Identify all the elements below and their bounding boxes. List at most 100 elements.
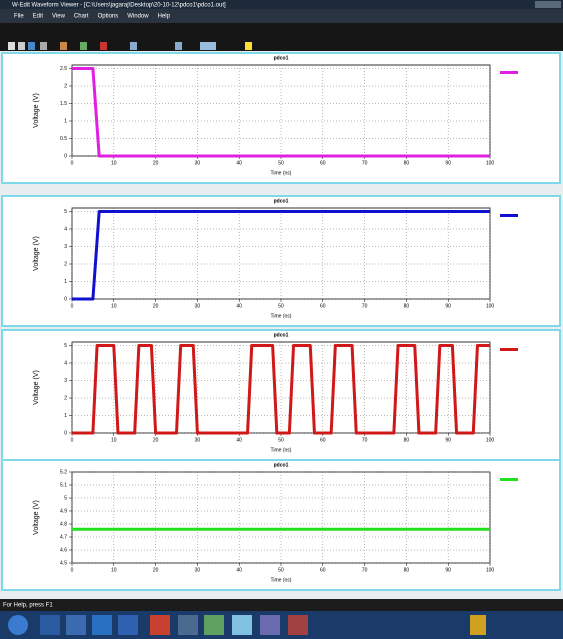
taskbar-icons[interactable] bbox=[8, 615, 486, 635]
x-tick-label: 80 bbox=[404, 160, 410, 166]
x-tick-label: 40 bbox=[236, 437, 242, 443]
x-tick-label: 50 bbox=[278, 303, 284, 309]
x-tick-label: 10 bbox=[111, 303, 117, 309]
x-tick-label: 20 bbox=[153, 567, 159, 573]
status-bar bbox=[0, 599, 563, 611]
chart-title: pdco1 bbox=[274, 462, 289, 468]
legend-swatch bbox=[500, 214, 518, 217]
x-tick-label: 70 bbox=[362, 567, 368, 573]
y-tick-label: 4.7 bbox=[60, 534, 67, 540]
x-axis-label: Time (ns) bbox=[271, 577, 292, 583]
x-tick-label: 10 bbox=[111, 437, 117, 443]
y-tick-label: 5 bbox=[64, 209, 67, 215]
y-tick-label: 4.8 bbox=[60, 521, 67, 527]
x-tick-label: 60 bbox=[320, 437, 326, 443]
x-tick-label: 10 bbox=[111, 160, 117, 166]
chart-title: pdco1 bbox=[274, 332, 289, 338]
toolbar bbox=[0, 23, 563, 51]
x-tick-label: 90 bbox=[445, 567, 451, 573]
x-tick-label: 30 bbox=[195, 160, 201, 166]
x-tick-label: 70 bbox=[362, 303, 368, 309]
x-tick-label: 30 bbox=[195, 567, 201, 573]
x-axis-label: Time (ns) bbox=[271, 170, 292, 176]
y-tick-label: 4.9 bbox=[60, 508, 67, 514]
x-tick-label: 100 bbox=[486, 160, 495, 166]
y-tick-label: 1 bbox=[64, 413, 67, 419]
menu-item[interactable]: File bbox=[14, 14, 24, 20]
x-tick-label: 50 bbox=[278, 567, 284, 573]
x-tick-label: 80 bbox=[404, 567, 410, 573]
y-axis-label: Voltage (V) bbox=[33, 500, 40, 535]
chart-title: pdco1 bbox=[274, 198, 289, 204]
y-tick-label: 0 bbox=[64, 296, 67, 302]
x-axis-label: Time (ns) bbox=[271, 313, 292, 319]
menu-item[interactable]: Window bbox=[127, 14, 149, 20]
menu-item[interactable]: Options bbox=[98, 14, 119, 20]
x-tick-label: 70 bbox=[362, 437, 368, 443]
window-controls[interactable] bbox=[535, 1, 561, 8]
x-tick-label: 70 bbox=[362, 160, 368, 166]
x-tick-label: 90 bbox=[445, 437, 451, 443]
x-tick-label: 20 bbox=[153, 160, 159, 166]
title-bar bbox=[0, 0, 563, 9]
y-tick-label: 2 bbox=[64, 261, 67, 267]
y-tick-label: 0 bbox=[64, 430, 67, 436]
y-tick-label: 5 bbox=[64, 495, 67, 501]
window-title: W-Edit Waveform Viewer - [C:\Users\jagar… bbox=[12, 3, 226, 9]
y-tick-label: 4.5 bbox=[60, 560, 67, 566]
legend-swatch bbox=[500, 348, 518, 351]
y-tick-label: 4 bbox=[64, 360, 67, 366]
x-tick-label: 60 bbox=[320, 160, 326, 166]
x-tick-label: 90 bbox=[445, 303, 451, 309]
x-tick-label: 0 bbox=[71, 437, 74, 443]
waveform bbox=[72, 344, 490, 435]
waveform bbox=[72, 67, 490, 158]
legend-swatch bbox=[500, 71, 518, 74]
legend-swatch bbox=[500, 478, 518, 481]
y-tick-label: 0 bbox=[64, 153, 67, 159]
y-tick-label: 2.5 bbox=[60, 66, 67, 72]
y-tick-label: 2 bbox=[64, 395, 67, 401]
x-tick-label: 0 bbox=[71, 567, 74, 573]
x-tick-label: 30 bbox=[195, 437, 201, 443]
chart-title: pdco1 bbox=[274, 55, 289, 61]
y-tick-label: 1 bbox=[64, 279, 67, 285]
y-tick-label: 0.5 bbox=[60, 136, 67, 142]
x-tick-label: 40 bbox=[236, 567, 242, 573]
y-tick-label: 3 bbox=[64, 244, 67, 250]
x-tick-label: 60 bbox=[320, 303, 326, 309]
y-tick-label: 4.6 bbox=[60, 547, 67, 553]
y-axis-label: Voltage (V) bbox=[33, 370, 40, 405]
x-tick-label: 20 bbox=[153, 437, 159, 443]
x-tick-label: 100 bbox=[486, 567, 495, 573]
menu-item[interactable]: View bbox=[52, 14, 66, 20]
x-tick-label: 40 bbox=[236, 160, 242, 166]
y-tick-label: 2 bbox=[64, 83, 67, 89]
status-text: For Help, press F1 bbox=[3, 603, 53, 609]
x-tick-label: 60 bbox=[320, 567, 326, 573]
waveform bbox=[72, 210, 490, 301]
menu-item[interactable]: Chart bbox=[74, 14, 89, 20]
x-tick-label: 0 bbox=[71, 303, 74, 309]
x-tick-label: 50 bbox=[278, 437, 284, 443]
x-tick-label: 0 bbox=[71, 160, 74, 166]
y-tick-label: 5.2 bbox=[60, 469, 67, 475]
x-tick-label: 100 bbox=[486, 437, 495, 443]
y-tick-label: 5.1 bbox=[60, 482, 67, 488]
y-tick-label: 3 bbox=[64, 378, 67, 384]
x-tick-label: 100 bbox=[486, 303, 495, 309]
x-tick-label: 40 bbox=[236, 303, 242, 309]
toolbar-icons[interactable] bbox=[8, 42, 252, 50]
x-tick-label: 30 bbox=[195, 303, 201, 309]
y-tick-label: 4 bbox=[64, 226, 67, 232]
menu-item[interactable]: Help bbox=[158, 14, 171, 20]
menu-bar bbox=[0, 9, 563, 23]
x-tick-label: 80 bbox=[404, 437, 410, 443]
y-tick-label: 1.5 bbox=[60, 101, 67, 107]
x-tick-label: 80 bbox=[404, 303, 410, 309]
menu-item[interactable]: Edit bbox=[33, 14, 44, 20]
x-tick-label: 50 bbox=[278, 160, 284, 166]
y-tick-label: 5 bbox=[64, 343, 67, 349]
x-tick-label: 20 bbox=[153, 303, 159, 309]
